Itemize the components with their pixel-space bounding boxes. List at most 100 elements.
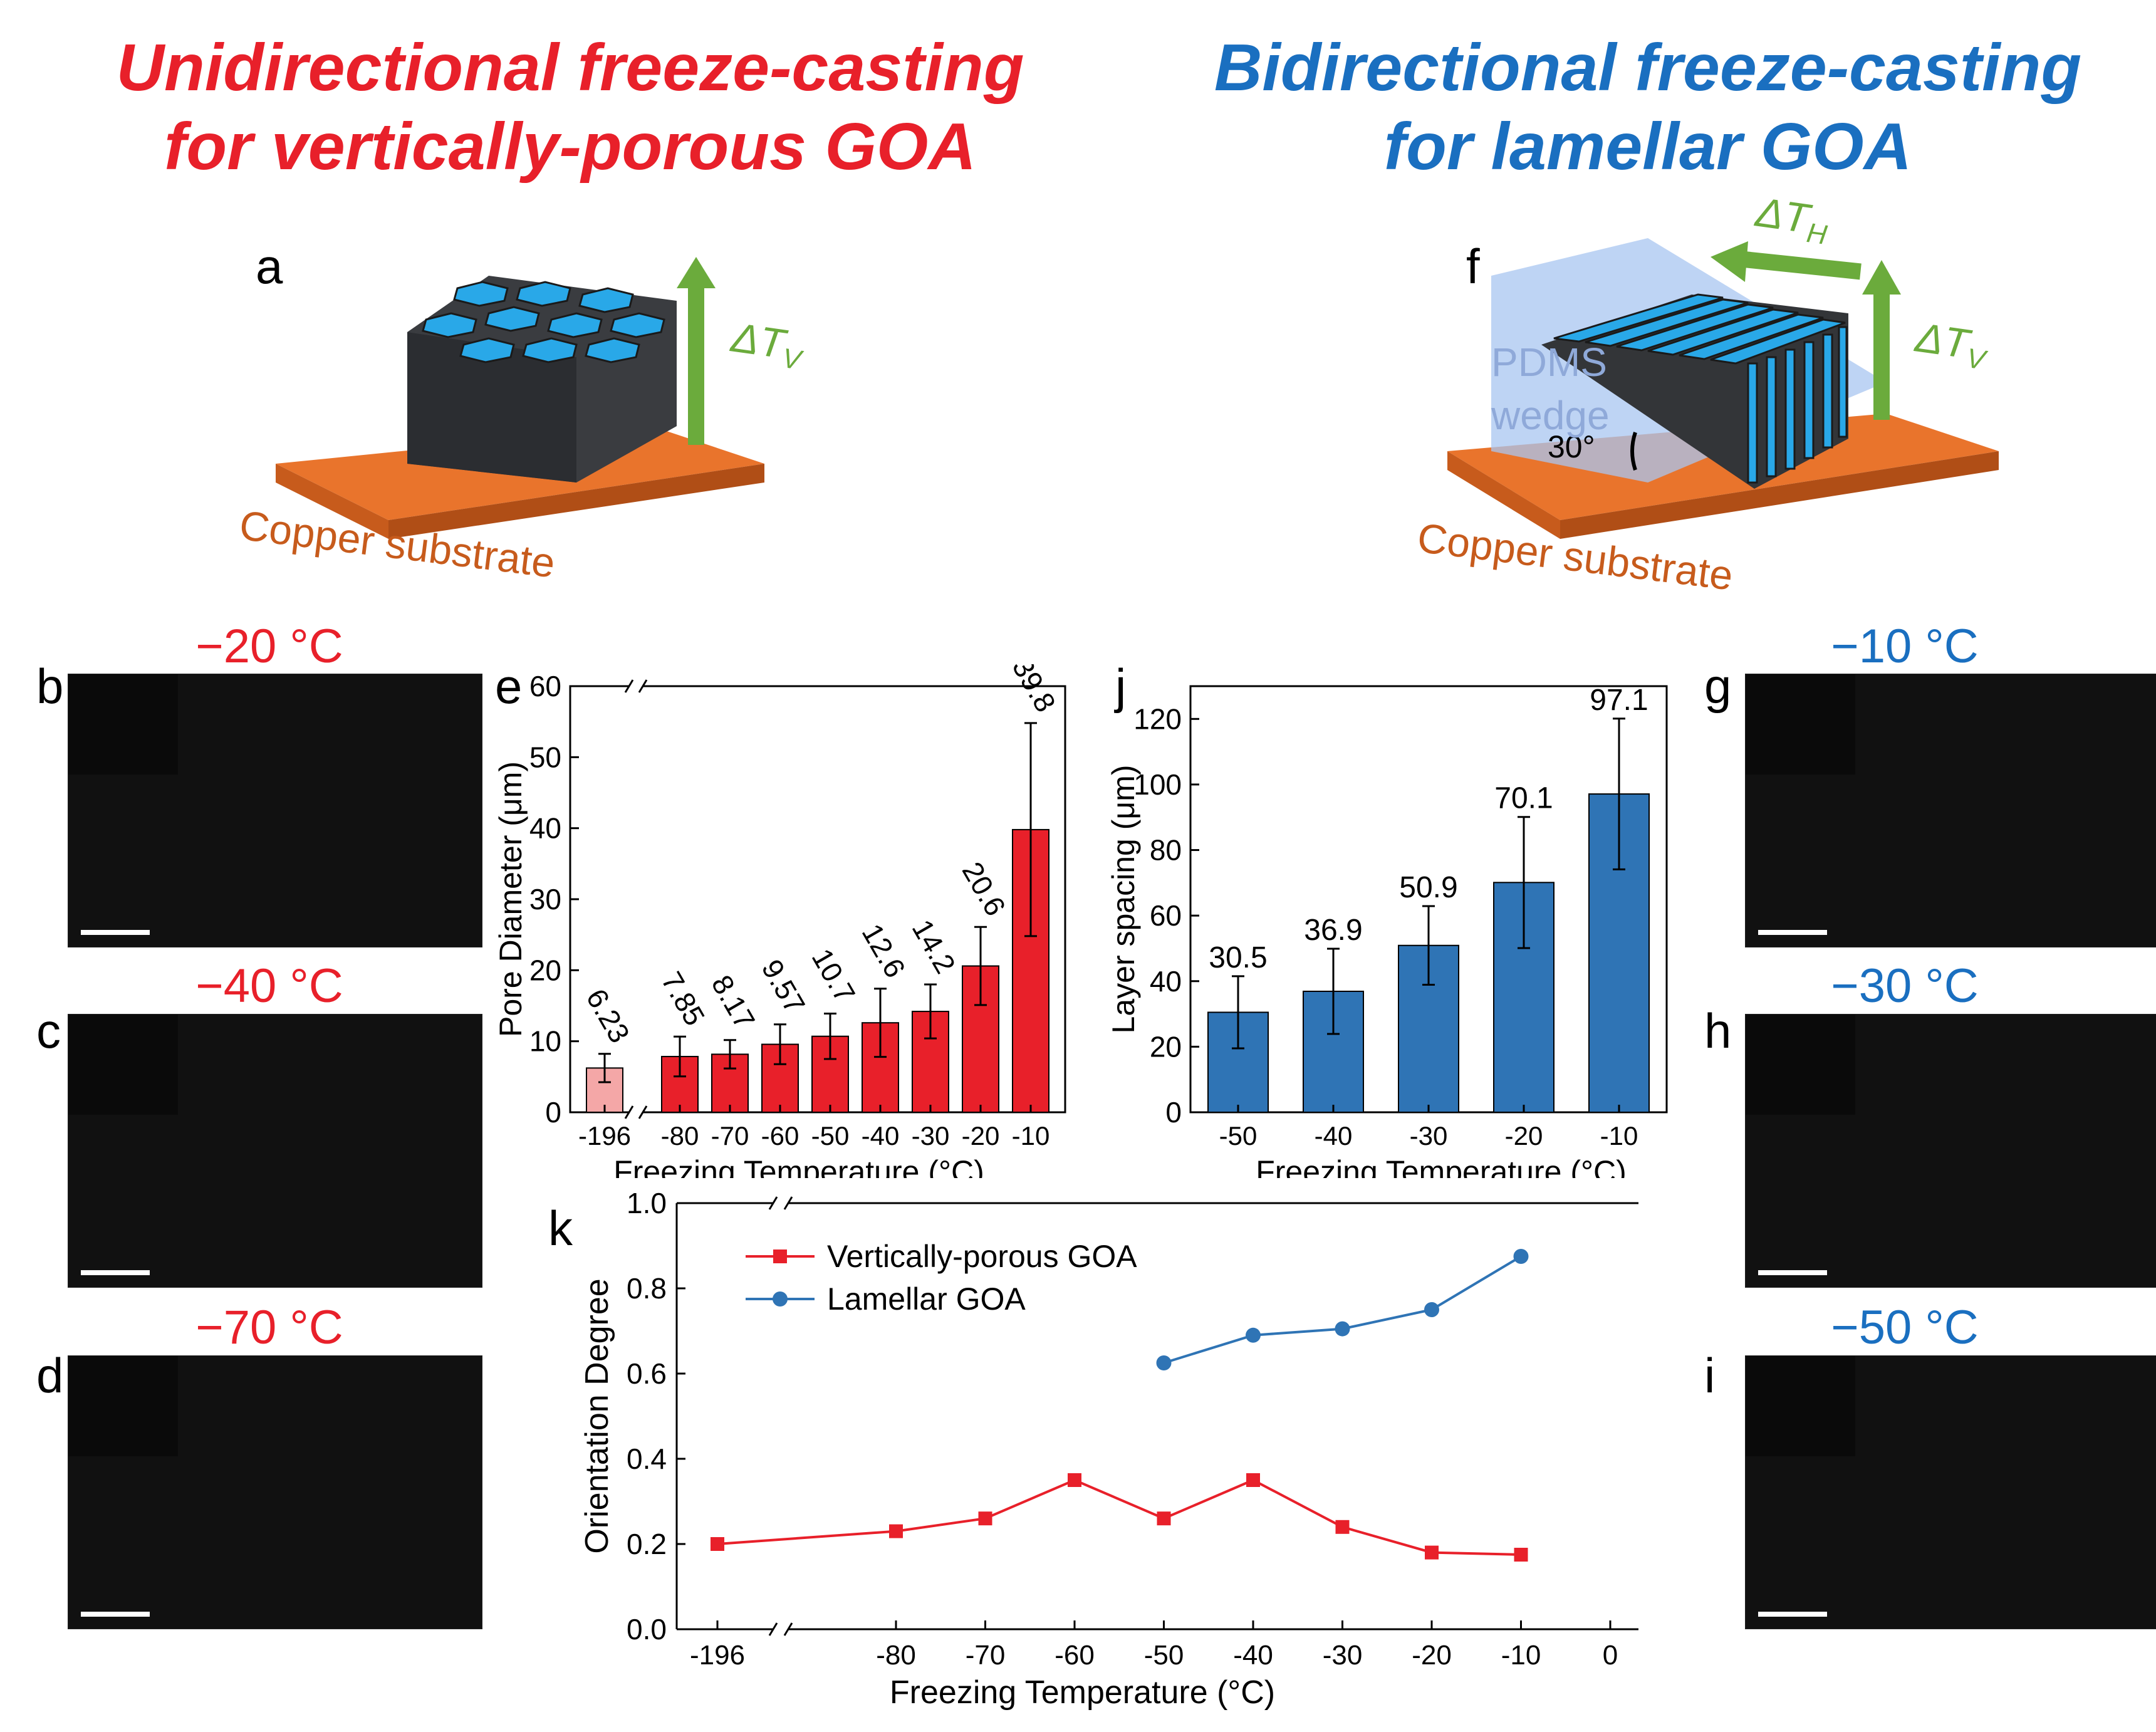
y-tick-label-k: 0.8 — [627, 1272, 667, 1305]
axis-break-gap-k — [773, 1197, 788, 1209]
x-tick-label-j: -30 — [1410, 1121, 1448, 1150]
delta-th-label: ΔTH — [1751, 188, 1832, 251]
x-tick-label-k: -196 — [690, 1640, 745, 1671]
x-tick-label-k: -80 — [876, 1640, 916, 1671]
data-point-lamellar — [1156, 1355, 1172, 1370]
chart-orientation-degree: 0.0 0.2 0.4 0.6 0.8 1.0 -196 -80 -70 -60 -50 -40 -30… — [579, 1187, 1638, 1711]
axis-break-mark-e — [624, 679, 634, 693]
x-tick-label-k: 0 — [1603, 1640, 1618, 1671]
sem-i-temp: −50 °C — [1831, 1301, 1979, 1354]
data-label-j: 36.9 — [1304, 914, 1362, 947]
sem-image-c — [68, 1014, 482, 1288]
panel-label-h: h — [1704, 1003, 1732, 1058]
chart-pore-diameter: 0 10 20 30 40 50 60 6.23 -196 7.85 -80 8.17 -70 9.57 -… — [493, 664, 1066, 1178]
axis-break-mark-e — [638, 679, 648, 693]
data-point-vertically-porous — [711, 1537, 724, 1551]
y-tick-label-j: 120 — [1133, 702, 1182, 735]
panel-label-i: i — [1704, 1348, 1716, 1403]
data-label-e: 7.85 — [655, 966, 712, 1031]
data-point-vertically-porous — [889, 1524, 903, 1538]
sem-image-h — [1745, 1014, 2156, 1288]
left-title: Unidirectional freeze-casting for vertic… — [25, 28, 1115, 186]
y-tick-label-e: 20 — [529, 954, 561, 986]
data-label-e: 9.57 — [756, 954, 812, 1019]
data-point-vertically-porous — [1425, 1545, 1439, 1560]
delta-tv-arrow-head-f — [1862, 260, 1901, 295]
left-title-line2: for vertically-porous GOA — [164, 110, 976, 184]
delta-th-arrow-shaft — [1735, 250, 1862, 280]
axis-break-gap-bottom-e — [630, 1106, 642, 1119]
data-point-vertically-porous — [1335, 1520, 1350, 1534]
data-label-e: 12.6 — [856, 918, 912, 983]
axis-break-gap-k — [773, 1623, 788, 1635]
y-tick-label-e: 0 — [545, 1096, 561, 1129]
axis-break-mark-k — [768, 1196, 778, 1210]
pdms-label-line2: wedge — [1491, 393, 1610, 438]
fft-inset-h — [1746, 1015, 1855, 1115]
sem-image-d — [68, 1355, 482, 1629]
data-label-j: 50.9 — [1399, 871, 1457, 904]
right-title-line2: for lamellar GOA — [1383, 110, 1912, 184]
panel-label-k: k — [548, 1201, 573, 1256]
data-label-j: 70.1 — [1494, 782, 1553, 815]
data-label-e: 10.7 — [806, 943, 862, 1008]
y-tick-label-e: 40 — [529, 812, 561, 845]
panel-label-f: f — [1466, 239, 1480, 294]
right-title-line1: Bidirectional freeze-casting — [1214, 31, 2082, 105]
panel-label-c: c — [36, 1003, 61, 1058]
pdms-label-line1: PDMS — [1491, 340, 1607, 385]
copper-substrate-left-f — [1447, 451, 1560, 539]
x-tick-label-e: -80 — [661, 1121, 699, 1150]
y-axis-label-e: Pore Diameter (μm) — [493, 761, 528, 1037]
panel-label-a: a — [256, 239, 283, 294]
data-label-j: 30.5 — [1209, 941, 1267, 974]
scale-bar-i — [1758, 1612, 1827, 1617]
y-tick-label-k: 0.0 — [627, 1613, 667, 1646]
axis-break-mark-k — [783, 1196, 793, 1210]
panel-label-d: d — [36, 1348, 64, 1403]
x-tick-label-k: -50 — [1144, 1640, 1184, 1671]
delta-tv-label: ΔTV — [727, 313, 808, 376]
x-tick-label-e: -20 — [962, 1121, 1000, 1150]
x-axis-label-k: Freezing Temperature (°C) — [890, 1674, 1275, 1711]
x-tick-label-k: -60 — [1055, 1640, 1095, 1671]
legend-marker-k — [773, 1291, 788, 1307]
legend-label-k: Vertically-porous GOA — [827, 1239, 1137, 1274]
left-title-line1: Unidirectional freeze-casting — [116, 31, 1024, 105]
scale-bar-c — [81, 1270, 150, 1275]
chart-layer-spacing: 0 20 40 60 80 100 120 30.5 -50 36.9 -40 50.9 -30 70.1… — [1106, 684, 1668, 1178]
series-line-lamellar — [1163, 1255, 1522, 1364]
delta-tv-sub: V — [780, 343, 805, 376]
y-tick-label-e: 50 — [529, 741, 561, 773]
scale-bar-b — [81, 930, 150, 935]
data-label-e: 6.23 — [580, 983, 637, 1048]
legend-marker-k — [773, 1249, 787, 1263]
schematic-unidirectional: ΔTV Copper substrate — [237, 257, 808, 587]
x-tick-label-e: -10 — [1012, 1121, 1050, 1150]
x-tick-label-k: -70 — [966, 1640, 1006, 1671]
sem-image-i — [1745, 1355, 2156, 1629]
axis-break-mark-k — [768, 1622, 778, 1636]
sem-image-g — [1745, 674, 2156, 947]
fft-inset-g — [1746, 674, 1855, 775]
y-tick-label-k: 0.2 — [627, 1528, 667, 1560]
data-point-vertically-porous — [1068, 1473, 1081, 1487]
delta-tv-arrow-head — [677, 257, 716, 288]
sem-d-temp: −70 °C — [195, 1301, 343, 1354]
y-tick-label-j: 20 — [1150, 1030, 1182, 1063]
right-title: Bidirectional freeze-casting for lamella… — [1153, 28, 2143, 186]
y-tick-label-e: 10 — [529, 1025, 561, 1058]
angle-label: 30° — [1548, 429, 1595, 464]
delta-th-arrow-head — [1711, 241, 1748, 282]
x-tick-label-j: -50 — [1219, 1121, 1258, 1150]
copper-substrate-left — [276, 464, 388, 539]
x-tick-label-e: -60 — [761, 1121, 799, 1150]
sem-image-b — [68, 674, 482, 947]
fft-inset-c — [68, 1015, 178, 1115]
legend-label-k: Lamellar GOA — [827, 1281, 1026, 1317]
x-tick-label-e: -40 — [862, 1121, 900, 1150]
data-point-vertically-porous — [978, 1511, 992, 1526]
sem-g-temp: −10 °C — [1831, 620, 1979, 673]
copper-substrate-front-f — [1560, 451, 1999, 539]
bar-e — [1012, 828, 1049, 1113]
